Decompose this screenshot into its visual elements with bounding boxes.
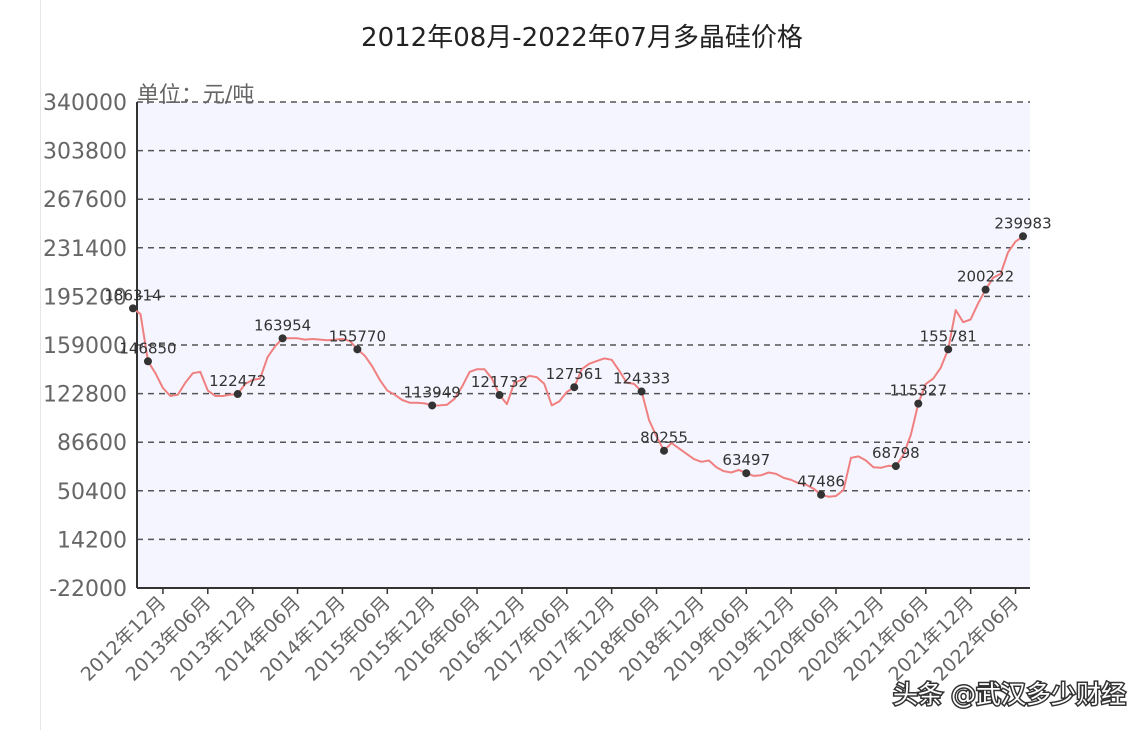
data-point	[817, 490, 826, 499]
data-point	[143, 357, 152, 366]
y-axis-unit-label: 单位：元/吨	[137, 83, 254, 108]
x-axis-ticks: 2012年12月2013年06月2013年12月2014年06月2014年12月…	[77, 588, 1023, 686]
y-tick-label: 195200	[43, 285, 127, 310]
price-markers	[129, 232, 1027, 499]
data-point	[637, 387, 646, 396]
data-point	[495, 391, 504, 400]
data-label: 186314	[104, 286, 161, 304]
data-point	[891, 462, 900, 471]
y-axis-ticks: 340000 303800 267600 231400 195200 159000 1228…	[43, 91, 127, 602]
data-label: 124333	[613, 370, 670, 388]
data-label: 47486	[797, 473, 845, 491]
y-tick-label: 303800	[43, 140, 127, 165]
data-label: 163954	[254, 316, 311, 334]
grid-lines	[137, 101, 1030, 541]
data-label: 115327	[890, 382, 947, 400]
y-tick-label: -22000	[49, 577, 127, 602]
y-tick-label: 86600	[57, 431, 127, 456]
data-label: 68798	[872, 444, 920, 462]
data-label: 63497	[722, 451, 770, 469]
data-point	[353, 345, 362, 354]
data-point	[981, 285, 990, 294]
data-label: 113949	[404, 383, 461, 401]
data-point	[129, 304, 137, 313]
data-labels: 186314 146850 122472 163954 155770 113949 1217…	[104, 214, 1051, 490]
data-label: 122472	[209, 372, 266, 390]
data-point	[233, 390, 242, 399]
data-point	[914, 399, 923, 408]
data-point	[278, 334, 287, 343]
data-label: 155770	[329, 327, 386, 345]
y-tick-label: 14200	[57, 528, 127, 553]
y-tick-label: 159000	[43, 334, 127, 359]
data-point	[742, 469, 751, 478]
data-label: 155781	[920, 327, 977, 345]
chart-title: 2012年08月-2022年07月多晶硅价格	[361, 23, 803, 53]
data-point	[660, 446, 669, 455]
y-tick-label: 50400	[57, 480, 127, 505]
data-label: 80255	[640, 429, 688, 447]
y-tick-label: 267600	[43, 188, 127, 213]
data-point	[428, 401, 437, 410]
data-label: 146850	[119, 339, 176, 357]
data-point	[944, 345, 953, 354]
data-label: 200222	[957, 268, 1014, 286]
y-tick-label: 340000	[43, 91, 127, 116]
data-label: 239983	[994, 214, 1051, 232]
data-point	[570, 383, 579, 392]
watermark-text: 头条 @武汉多少财经	[893, 680, 1126, 709]
y-tick-label: 231400	[43, 237, 127, 262]
data-label: 127561	[546, 365, 603, 383]
data-point	[1019, 232, 1027, 241]
page-left-border	[40, 0, 41, 730]
y-tick-label: 122800	[43, 383, 127, 408]
data-label: 121732	[471, 373, 528, 391]
